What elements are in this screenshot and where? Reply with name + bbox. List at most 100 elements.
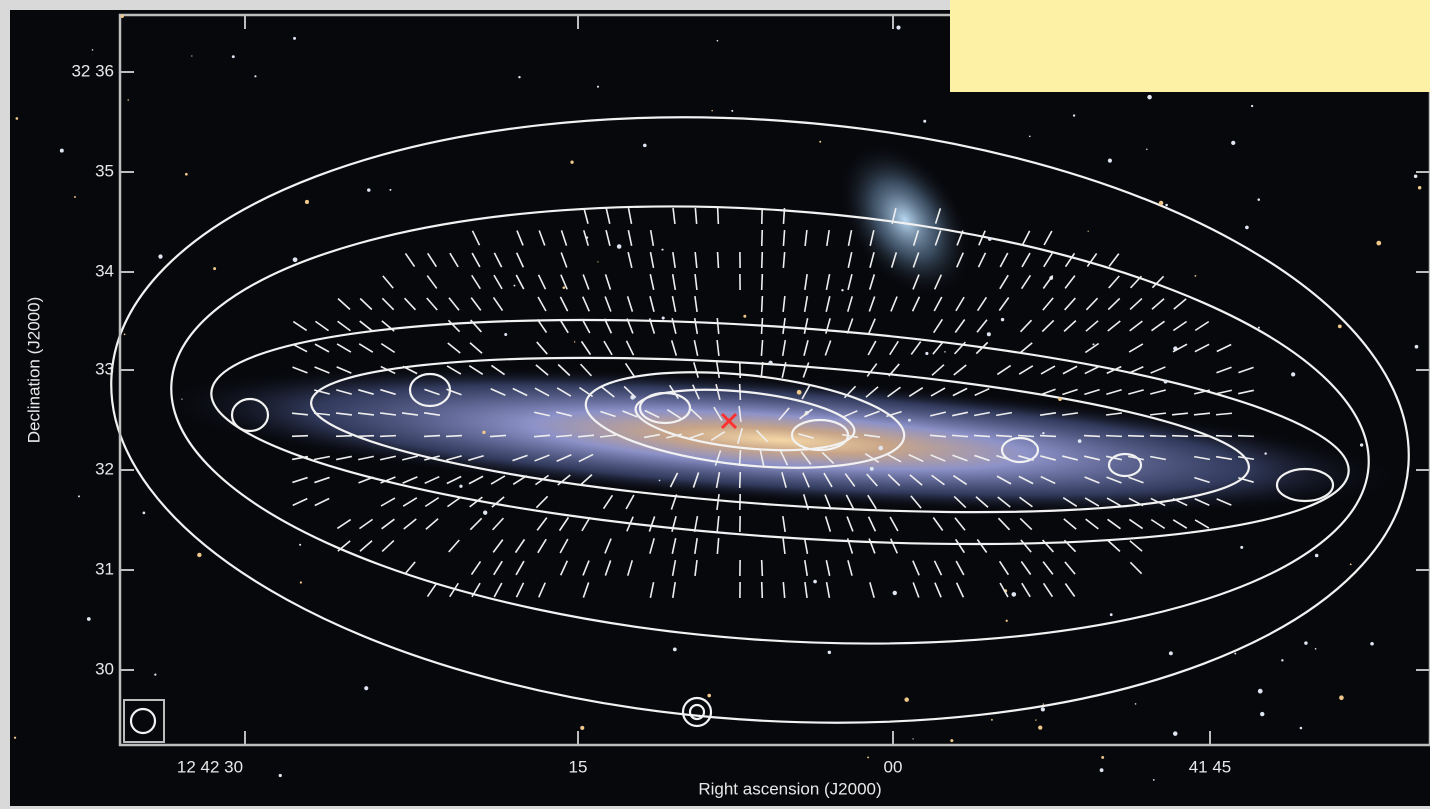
vector [470, 297, 482, 311]
vector [1108, 253, 1120, 267]
vector [1020, 561, 1032, 575]
vector [1129, 320, 1143, 332]
vector [760, 581, 764, 599]
vector [559, 538, 569, 554]
vector [493, 560, 503, 576]
vector [864, 453, 880, 463]
vector [845, 494, 855, 510]
contour [1275, 467, 1335, 503]
vector [760, 273, 764, 291]
star [292, 257, 298, 263]
vector [671, 318, 677, 334]
star [77, 495, 80, 498]
star [1234, 652, 1237, 655]
star [904, 697, 909, 702]
vector [953, 364, 967, 376]
vector [627, 207, 633, 225]
star [304, 199, 310, 204]
vector [624, 362, 636, 378]
vector [582, 582, 590, 598]
star [1414, 344, 1419, 349]
vector [381, 320, 395, 332]
vector [1021, 230, 1031, 246]
vector [1039, 434, 1057, 438]
vector [760, 251, 764, 269]
vector [778, 407, 790, 421]
y-tick-label: 33 [95, 359, 114, 378]
vector [825, 296, 831, 312]
star [254, 75, 257, 78]
vector [1040, 455, 1056, 461]
star [1058, 397, 1062, 401]
vector [803, 559, 809, 577]
vector [490, 475, 506, 485]
star [1092, 343, 1095, 346]
vector [912, 582, 920, 598]
vector [1128, 455, 1144, 461]
vector [603, 318, 613, 334]
vector [1193, 455, 1211, 461]
vector [649, 251, 655, 269]
vector [996, 364, 1012, 376]
vector [1127, 434, 1145, 438]
vector [998, 560, 1010, 576]
vector [449, 252, 459, 268]
vector [336, 366, 352, 374]
star [1314, 553, 1319, 558]
x-axis-label: Right ascension (J2000) [698, 779, 881, 798]
star [869, 466, 874, 471]
vector [887, 473, 901, 487]
star [13, 736, 17, 739]
vector [1018, 455, 1034, 461]
vector [930, 411, 946, 417]
vector [688, 432, 704, 440]
vector [1194, 389, 1210, 395]
vector [978, 230, 986, 246]
vector [493, 582, 503, 598]
vector [336, 389, 352, 395]
vector [379, 434, 397, 438]
star [1033, 443, 1037, 446]
vector [889, 516, 899, 532]
vector [867, 340, 877, 356]
vector [996, 454, 1012, 462]
vector [910, 341, 922, 355]
vector [995, 411, 1013, 417]
vector [381, 539, 395, 553]
vector [782, 207, 786, 225]
vector [468, 475, 484, 485]
vector [515, 582, 525, 598]
star [513, 284, 516, 287]
vector [1106, 497, 1122, 507]
vector [1061, 412, 1079, 416]
vector [802, 362, 810, 378]
vector [471, 582, 481, 598]
vector [493, 252, 503, 268]
star [1257, 198, 1261, 201]
vector [715, 361, 721, 379]
vector [490, 364, 506, 376]
vector [1238, 477, 1254, 483]
star [1299, 726, 1303, 730]
star [213, 267, 217, 271]
star [1038, 725, 1043, 730]
vector [337, 320, 351, 332]
vector [846, 516, 854, 532]
vector [868, 274, 876, 290]
vector [951, 434, 969, 438]
vector [1237, 455, 1255, 461]
vector [716, 339, 720, 357]
vector [402, 455, 418, 461]
vector [469, 342, 483, 354]
vector [583, 208, 589, 224]
vector [537, 274, 547, 290]
vector [953, 495, 967, 509]
star [1339, 695, 1344, 701]
vector [956, 252, 964, 268]
vector [694, 207, 698, 225]
star [231, 55, 235, 59]
vector [802, 472, 810, 488]
vector [512, 387, 528, 397]
vector [403, 518, 417, 530]
vector [314, 497, 330, 507]
